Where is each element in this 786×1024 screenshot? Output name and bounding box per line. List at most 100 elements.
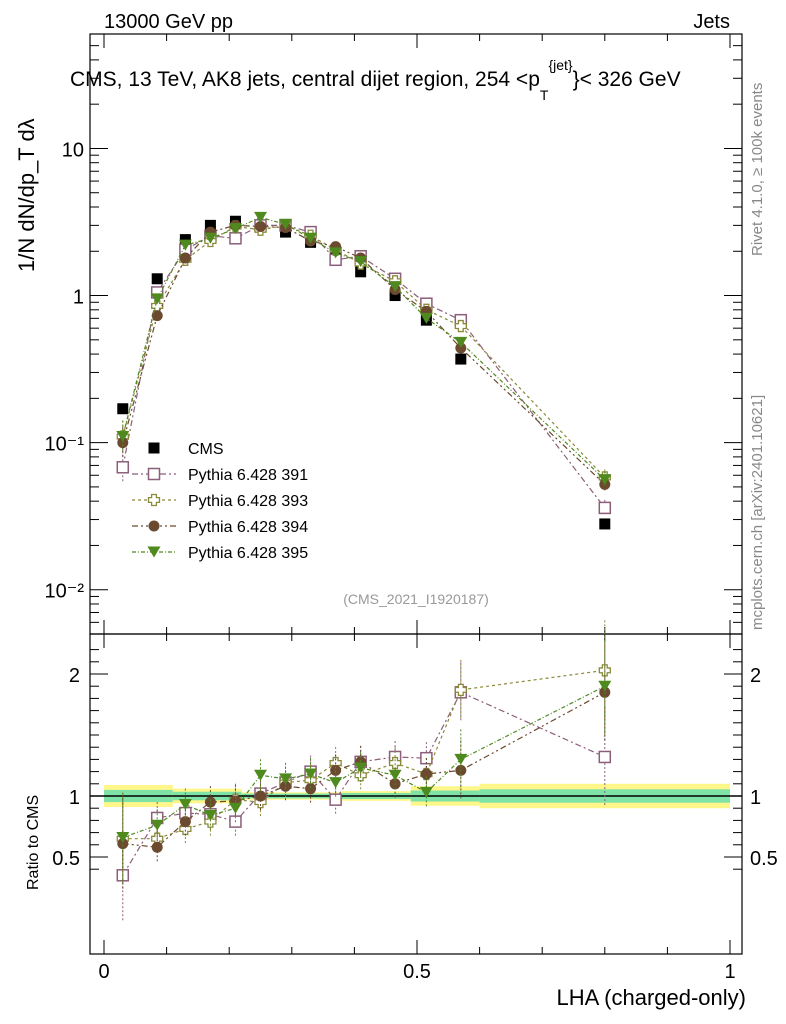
data-point [203, 232, 217, 244]
ratio-point [354, 762, 368, 774]
main-frame [89, 33, 743, 635]
data-point [255, 220, 266, 232]
ratio-tick-label-left: 2 [69, 665, 80, 687]
legend-marker [148, 442, 160, 454]
data-point [355, 266, 367, 278]
legend-marker [147, 546, 161, 558]
legend-label: Pythia 6.428 391 [188, 467, 308, 484]
data-point [598, 474, 612, 486]
y-axis-label: 1/N dN/dp_T dλ [14, 118, 39, 272]
ratio-point [117, 838, 129, 850]
legend-marker [147, 493, 161, 507]
data-point [599, 518, 611, 530]
axes: 0 0.5 1 10⁻² 10⁻¹ 1 10 0.5 0.5 1 1 2 2 [45, 33, 778, 983]
ratio-line-4 [122, 685, 606, 839]
y-tick-label: 10⁻¹ [45, 434, 85, 456]
ratio-point [279, 773, 293, 785]
svg-text:1/N dN/dp_T dλ: 1/N dN/dp_T dλ [14, 118, 39, 272]
ratio-point [454, 683, 467, 697]
main-series [116, 211, 612, 530]
ratio-point [454, 753, 468, 765]
ratio-point [150, 819, 164, 831]
data-point [229, 232, 242, 245]
ratio-series-2 [116, 620, 611, 884]
data-point [388, 281, 402, 293]
x-tick-label: 1 [724, 961, 735, 983]
data-point [354, 256, 368, 268]
mcplots-label: mcplots.cern.ch [arXiv:2401.10621] [749, 395, 766, 630]
ratio-point [151, 841, 163, 853]
ratio-point [255, 790, 266, 802]
ratio-point [228, 802, 242, 814]
ratio-point [598, 750, 612, 764]
x-tick-label: 0.5 [403, 961, 431, 983]
data-point [329, 247, 343, 259]
ratio-point [304, 768, 318, 780]
ratio-point [305, 783, 317, 795]
ratio-point [330, 764, 342, 776]
ratio-point [204, 796, 216, 808]
data-point [228, 223, 242, 235]
data-point [304, 232, 318, 244]
ratio-point [204, 815, 217, 828]
data-point [455, 353, 467, 365]
chart-title: CMS, 13 TeV, AK8 jets, central dijet reg… [70, 57, 681, 103]
data-point [254, 211, 267, 223]
header-left: 13000 GeV pp [104, 11, 233, 33]
legend-marker [147, 467, 161, 481]
legend-label: CMS [188, 441, 224, 458]
ratio-series-4 [116, 636, 612, 883]
x-axis-label: LHA (charged-only) [556, 985, 746, 1010]
data-point [179, 234, 191, 246]
ratio-tick-label-right: 2 [750, 665, 761, 687]
ratio-point [329, 777, 343, 789]
legend: CMS Pythia 6.428 391 Pythia 6.428 393 Pythi… [132, 441, 308, 562]
y-tick-label: 1 [73, 287, 84, 309]
ratio-y-label: Ratio to CMS [25, 795, 42, 890]
data-point [116, 461, 130, 474]
y-tick-label: 10⁻² [45, 581, 85, 603]
data-point [454, 319, 467, 333]
legend-label: Pythia 6.428 394 [188, 519, 308, 536]
ratio-tick-label-right: 1 [750, 787, 761, 809]
header-right: Jets [693, 11, 730, 33]
svg-text:Ratio to CMS: Ratio to CMS [25, 795, 42, 890]
data-point [117, 437, 129, 449]
data-point [389, 290, 401, 302]
data-point [598, 501, 612, 515]
data-point [179, 252, 191, 264]
svg-text:Rivet 4.1.0, ≥ 100k events: Rivet 4.1.0, ≥ 100k events [749, 83, 766, 256]
data-point [150, 293, 164, 305]
ratio-point [419, 786, 433, 798]
data-point [151, 310, 163, 322]
data-point [116, 431, 130, 443]
data-point [178, 239, 192, 251]
ratio-tick-label-left: 0.5 [52, 848, 80, 870]
data-point [454, 336, 468, 348]
ratio-series [116, 620, 612, 921]
data-point [117, 403, 129, 415]
ratio-point [420, 768, 432, 780]
ratio-point [254, 769, 267, 781]
svg-text:mcplots.cern.ch [arXiv:2401.10: mcplots.cern.ch [arXiv:2401.10621] [749, 395, 766, 630]
data-point [151, 273, 163, 285]
x-tick-label: 0 [98, 961, 109, 983]
ratio-tick-label-left: 1 [69, 787, 80, 809]
ratio-point [329, 793, 342, 806]
ratio-line-3 [122, 691, 606, 848]
rivet-label: Rivet 4.1.0, ≥ 100k events [749, 83, 766, 256]
legend-marker [148, 520, 160, 532]
ratio-point [179, 816, 191, 828]
data-point [204, 219, 216, 231]
ratio-tick-label-right: 0.5 [750, 848, 778, 870]
ratio-point [116, 831, 130, 843]
ratio-point [388, 756, 402, 770]
data-point [455, 342, 467, 354]
legend-label: Pythia 6.428 395 [188, 545, 308, 562]
legend-label: Pythia 6.428 393 [188, 493, 308, 510]
ratio-point [280, 780, 292, 792]
ratio-point [203, 810, 217, 822]
ratio-point [178, 799, 192, 811]
